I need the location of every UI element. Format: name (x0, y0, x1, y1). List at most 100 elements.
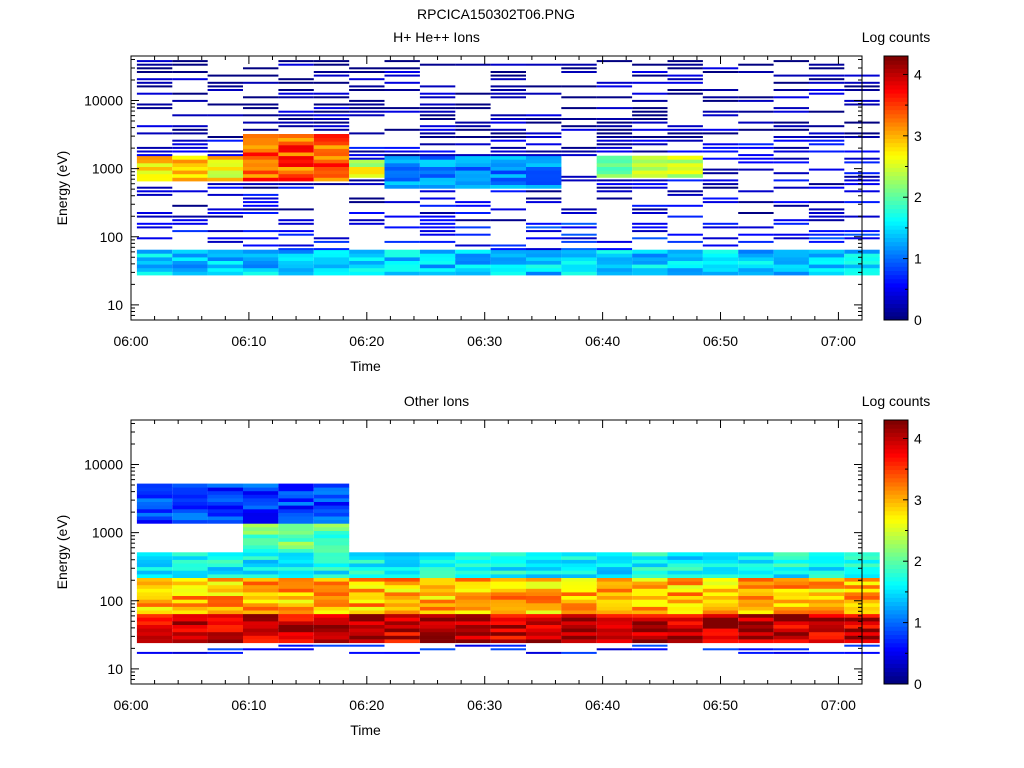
heatmap-cell (526, 651, 562, 654)
heatmap-cell (667, 613, 703, 618)
heatmap-cell (632, 107, 668, 110)
heatmap-cell (702, 621, 739, 625)
colorbar-step (884, 547, 908, 553)
heatmap-cell (384, 81, 420, 84)
heatmap-cell (313, 635, 350, 640)
heatmap-cell (738, 267, 774, 272)
heatmap-cell (632, 118, 668, 120)
heatmap-cell (172, 128, 208, 131)
heatmap-cell (455, 244, 491, 247)
heatmap-cell (667, 215, 703, 218)
heatmap-cell (808, 78, 845, 81)
heatmap-cell (667, 233, 703, 236)
heatmap-cell (313, 107, 350, 110)
heatmap-cell (384, 257, 420, 261)
heatmap-cell (172, 602, 208, 607)
colorbar-tick-label: 2 (914, 553, 922, 569)
heatmap-cell (207, 483, 243, 488)
heatmap-cell (243, 599, 279, 604)
heatmap-cell (455, 613, 491, 618)
heatmap-cell (349, 146, 385, 149)
heatmap-cell (349, 651, 385, 654)
heatmap-cell (596, 159, 633, 164)
heatmap-cell (490, 595, 526, 600)
heatmap-cell (349, 264, 385, 269)
heatmap-cell (526, 595, 562, 600)
heatmap-cell (136, 146, 173, 149)
heatmap-cell (455, 121, 491, 124)
heatmap-cell (490, 78, 526, 81)
y-tick-label: 10000 (84, 457, 123, 473)
heatmap-cell (702, 639, 739, 644)
heatmap-cell (808, 588, 845, 593)
heatmap-cell (596, 132, 633, 135)
heatmap-cell (384, 613, 420, 618)
heatmap-cell (490, 260, 526, 265)
colorbar-step (884, 138, 908, 144)
heatmap-cell (526, 155, 562, 160)
x-tick-label: 07:00 (821, 333, 856, 349)
heatmap-cell (313, 563, 350, 568)
heatmap-cell (455, 577, 491, 582)
heatmap-cell (596, 197, 633, 200)
heatmap-cell (278, 249, 314, 254)
heatmap-cell (773, 253, 809, 258)
heatmap-cell (773, 559, 809, 564)
heatmap-cell (490, 154, 526, 157)
heatmap-cell (526, 602, 562, 607)
colorbar-step (884, 126, 908, 131)
heatmap-cell (773, 552, 809, 557)
heatmap-cell (278, 267, 314, 272)
heatmap-cell (667, 584, 703, 589)
heatmap-cell (490, 613, 526, 618)
heatmap-cell (702, 631, 739, 636)
heatmap-cell (136, 563, 173, 568)
heatmap-cell (632, 143, 668, 146)
heatmap-cell (136, 617, 173, 622)
heatmap-cell (207, 602, 243, 607)
heatmap-cell (490, 563, 526, 568)
heatmap-cell (561, 150, 597, 153)
heatmap-cell (738, 599, 774, 604)
colorbar-step (884, 204, 908, 210)
heatmap-cell (349, 588, 385, 593)
heatmap-cell (172, 519, 208, 524)
heatmap-cell (243, 523, 279, 528)
heatmap-cell (455, 204, 491, 207)
colorbar-tick-label: 4 (914, 430, 922, 446)
heatmap-cell (561, 240, 597, 243)
heatmap-cell (702, 186, 739, 189)
heatmap-cell (808, 92, 845, 95)
heatmap-cell (526, 552, 562, 557)
heatmap-cell (278, 222, 314, 225)
heatmap-cell (136, 566, 173, 571)
heatmap-cell (702, 67, 739, 70)
heatmap-cell (702, 249, 739, 254)
colorbar-step (884, 477, 908, 483)
colorbar-step (884, 56, 908, 61)
colorbar-step (884, 274, 908, 280)
heatmap-cell (667, 559, 703, 564)
heatmap-cell (455, 257, 491, 261)
heatmap-cell (278, 639, 314, 644)
heatmap-cell (243, 530, 279, 535)
heatmap-cell (455, 107, 491, 110)
heatmap-cell (738, 559, 774, 564)
heatmap-cell (667, 624, 703, 629)
heatmap-cell (455, 184, 491, 189)
heatmap-cell (419, 260, 456, 265)
heatmap-cell (207, 257, 243, 261)
heatmap-cell (596, 552, 633, 557)
y-tick-label: 10 (107, 661, 123, 677)
heatmap-cell (278, 628, 314, 633)
heatmap-cell (136, 559, 173, 564)
heatmap-cell (278, 144, 314, 149)
colorbar-step (884, 295, 908, 300)
heatmap-cell (136, 628, 173, 633)
heatmap-cell (419, 163, 456, 167)
colorbar-step (884, 589, 908, 594)
heatmap-cells (136, 483, 880, 654)
heatmap-cell (419, 155, 456, 160)
heatmap-cell (419, 181, 456, 185)
heatmap-cell (667, 267, 703, 272)
